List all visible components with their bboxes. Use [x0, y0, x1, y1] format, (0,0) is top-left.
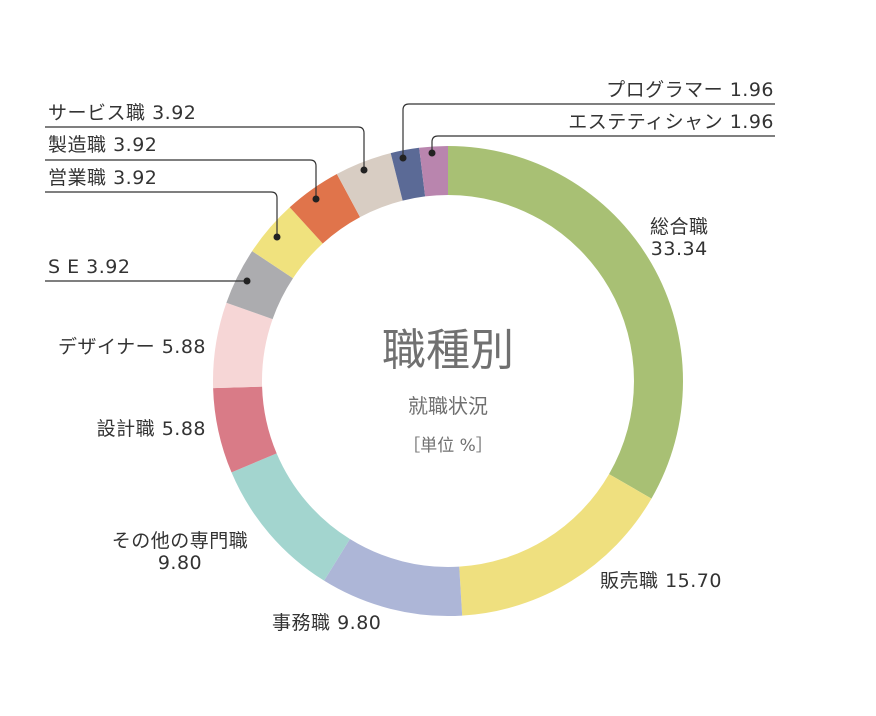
- label-name: プログラマー: [606, 79, 724, 101]
- label-value: 15.70: [665, 570, 722, 592]
- label-name: デザイナー: [58, 336, 156, 358]
- label-value: 3.92: [86, 256, 131, 278]
- data-label-retail: 販売職 15.70: [600, 570, 722, 592]
- label-name: エステティシャン: [568, 111, 724, 133]
- label-value: 33.34: [650, 238, 708, 260]
- label-value: 9.80: [337, 612, 382, 634]
- leader-dot-esthetician: [428, 149, 436, 157]
- unit-label: ［単位 %］: [403, 436, 493, 456]
- label-value: 5.88: [161, 336, 206, 358]
- leader-dot-sales: [273, 233, 281, 241]
- donut-slice-8: [289, 173, 361, 244]
- donut-slice-10: [390, 147, 426, 201]
- donut-slice-2: [324, 539, 463, 616]
- leader-line-esthetician: [431, 135, 775, 153]
- data-label-general: 総合職 33.34: [650, 216, 709, 260]
- data-label-sales: 営業職 3.92: [48, 167, 157, 189]
- label-name: 総合職: [650, 216, 709, 238]
- label-value: 3.92: [152, 102, 197, 124]
- leader-line-programmer: [402, 103, 775, 158]
- label-name: 営業職: [48, 167, 107, 189]
- leader-dot-programmer: [399, 154, 407, 162]
- label-name: サービス職: [48, 102, 146, 124]
- data-label-programmer: プログラマー 1.96: [606, 79, 774, 101]
- leader-line-sales: [45, 191, 278, 237]
- data-label-manufacturing: 製造職 3.92: [48, 134, 157, 156]
- label-name: 事務職: [272, 612, 331, 634]
- donut-slice-3: [231, 453, 350, 581]
- donut-slice-11: [419, 146, 448, 197]
- label-name: 設計職: [96, 418, 156, 440]
- chart-subtitle: 就職状況: [408, 394, 488, 418]
- donut-slice-5: [213, 302, 273, 389]
- donut-slice-4: [213, 386, 277, 473]
- label-value: 1.96: [729, 79, 774, 101]
- label-name: 製造職: [48, 134, 107, 156]
- label-name: S E: [48, 256, 80, 278]
- label-value: 9.80: [157, 552, 203, 574]
- leader-line-manufacturing: [45, 159, 317, 199]
- label-name: その他の専門職: [111, 530, 249, 552]
- donut-slice-6: [226, 251, 293, 320]
- label-value: 5.88: [161, 418, 206, 440]
- donut-slice-0: [448, 146, 683, 499]
- data-label-esthetician: エステティシャン 1.96: [568, 111, 774, 133]
- data-label-designer: デザイナー 5.88: [58, 336, 206, 358]
- leader-dot-manufacturing: [312, 195, 320, 203]
- donut-slice-9: [336, 153, 403, 218]
- leader-dot-service: [360, 166, 368, 174]
- donut-slice-1: [459, 474, 652, 616]
- data-label-other-specialist: その他の専門職 9.80: [100, 530, 260, 574]
- leader-line-service: [45, 126, 365, 170]
- chart-title: 職種別: [382, 325, 514, 376]
- label-value: 3.92: [113, 167, 158, 189]
- data-label-se: S E 3.92: [48, 256, 130, 278]
- label-value: 1.96: [729, 111, 774, 133]
- leader-dot-se: [243, 277, 251, 285]
- data-label-service: サービス職 3.92: [48, 102, 196, 124]
- data-label-clerical: 事務職 9.80: [272, 612, 381, 634]
- data-label-design-engineering: 設計職 5.88: [97, 418, 206, 440]
- donut-slice-7: [252, 207, 323, 279]
- label-value: 3.92: [113, 134, 158, 156]
- label-name: 販売職: [600, 570, 659, 592]
